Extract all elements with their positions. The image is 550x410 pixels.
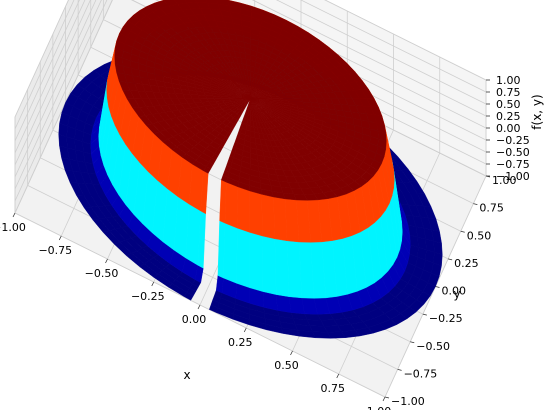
y-tick-label: 0.25 <box>454 257 479 270</box>
surface-facet <box>341 329 361 338</box>
surface-facet <box>237 186 251 233</box>
y-tick-mark <box>460 230 465 233</box>
z-axis: −1.00−0.75−0.50−0.250.000.250.500.751.00 <box>486 74 530 183</box>
y-tick-mark <box>410 341 415 344</box>
surface-facet <box>313 192 329 201</box>
x-tick-mark <box>151 281 155 287</box>
grid-line <box>14 0 75 130</box>
y-tick-label: −1.00 <box>391 395 425 408</box>
grid-line <box>324 0 487 81</box>
y-tick-mark <box>473 203 478 206</box>
z-axis-label: f(x, y) <box>530 94 544 129</box>
surface-facet <box>249 190 263 237</box>
y-tick-label: 0.75 <box>479 202 504 215</box>
y-axis-label: y <box>453 287 460 301</box>
z-tick-label: 0.75 <box>496 86 521 99</box>
x-tick-mark <box>58 235 62 241</box>
z-tick-label: −0.25 <box>496 134 530 147</box>
z-tick-label: −1.00 <box>496 170 530 183</box>
surface-facet <box>236 227 251 289</box>
x-tick-label: 0.50 <box>274 359 299 372</box>
surface-plot <box>58 0 443 339</box>
surface-facet <box>249 232 264 292</box>
x-tick-label: 0.75 <box>321 382 346 395</box>
z-tick-label: 0.25 <box>496 110 521 123</box>
x-tick-label: 0.00 <box>182 313 207 326</box>
x-tick-mark <box>336 373 340 379</box>
y-tick-label: 1.00 <box>492 174 517 187</box>
y-tick-label: −0.50 <box>416 340 450 353</box>
x-tick-mark <box>382 396 386 402</box>
y-tick-mark <box>384 396 390 399</box>
x-tick-mark <box>243 327 247 333</box>
x-tick-label: 0.25 <box>228 336 253 349</box>
grid-line <box>14 0 91 166</box>
surface-facet <box>261 194 276 240</box>
y-tick-mark <box>422 313 427 316</box>
x-tick-mark <box>197 304 201 310</box>
y-axis: −1.00 −0.75 −0.50 −0.25 0.00 0.25 0.50 0.75 1.00 <box>384 174 517 408</box>
x-tick-label: 1.00 <box>367 405 392 410</box>
surface-facet <box>262 235 277 295</box>
y-tick-label: −0.25 <box>429 312 463 325</box>
z-tick-label: 0.00 <box>496 122 521 135</box>
x-tick-mark <box>12 212 16 218</box>
grid-line <box>14 0 69 118</box>
surface-facet <box>274 238 290 297</box>
z-tick-label: −0.50 <box>496 146 530 159</box>
x-axis-label: x <box>183 368 190 382</box>
x-tick-mark <box>290 350 293 356</box>
y-tick-mark <box>435 286 440 288</box>
surface-facet <box>183 292 194 301</box>
surface-facet <box>224 181 239 229</box>
surface-facet <box>275 294 292 313</box>
z-tick-label: 1.00 <box>496 74 521 87</box>
grid-line <box>14 0 86 154</box>
y-tick-mark <box>448 258 453 261</box>
x-tick-label: −1.00 <box>0 221 26 234</box>
grid-line <box>300 0 487 93</box>
surface-facet <box>203 166 211 174</box>
grid-line <box>275 0 487 105</box>
surface-facet <box>220 96 230 99</box>
z-tick-label: 0.50 <box>496 98 521 111</box>
x-tick-label: −0.25 <box>131 290 165 303</box>
y-tick-label: 0.50 <box>467 229 492 242</box>
surface-facet <box>223 222 238 284</box>
y-tick-label: −0.75 <box>404 367 438 380</box>
x-tick-label: −0.50 <box>85 267 119 280</box>
surface-facet <box>247 75 251 83</box>
x-tick-label: −0.75 <box>38 244 72 257</box>
y-tick-label: 0.00 <box>442 285 467 298</box>
x-tick-mark <box>105 258 108 264</box>
grid-line <box>14 0 80 142</box>
x-axis: −1.00 −0.75 −0.50 −0.25 0.00 0.25 0.50 0.75 1.00 <box>0 212 392 410</box>
z-tick-label: −0.75 <box>496 158 530 171</box>
grid-line <box>251 0 487 117</box>
y-tick-mark <box>397 368 402 371</box>
